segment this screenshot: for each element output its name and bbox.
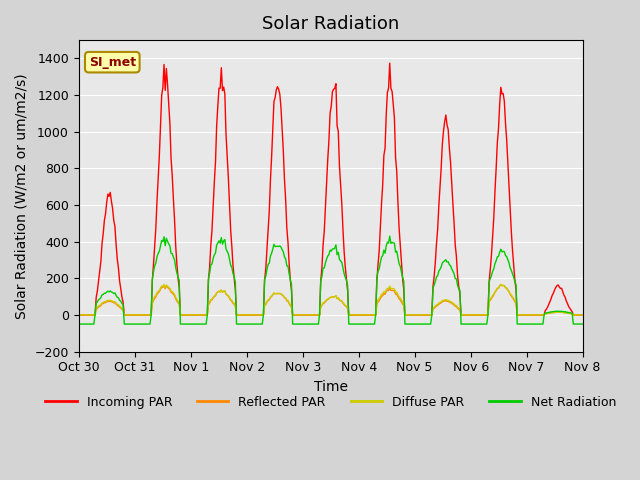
Legend: Incoming PAR, Reflected PAR, Diffuse PAR, Net Radiation: Incoming PAR, Reflected PAR, Diffuse PAR… bbox=[40, 391, 621, 414]
X-axis label: Time: Time bbox=[314, 380, 348, 394]
Text: SI_met: SI_met bbox=[89, 56, 136, 69]
Y-axis label: Solar Radiation (W/m2 or um/m2/s): Solar Radiation (W/m2 or um/m2/s) bbox=[15, 73, 29, 319]
Title: Solar Radiation: Solar Radiation bbox=[262, 15, 399, 33]
